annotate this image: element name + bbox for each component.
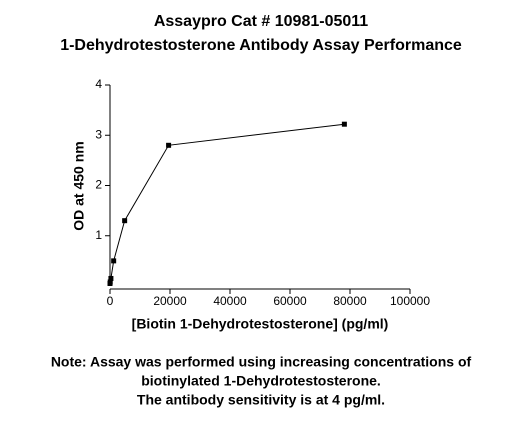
chart-title: Assaypro Cat # 10981-05011 bbox=[154, 13, 368, 30]
data-point bbox=[111, 258, 117, 264]
data-point bbox=[122, 218, 128, 224]
x-tick-label: 0 bbox=[107, 294, 114, 308]
x-axis-label: [Biotin 1-Dehydrotestosterone] (pg/ml) bbox=[132, 316, 389, 332]
data-point bbox=[107, 279, 113, 285]
y-tick-label: 4 bbox=[95, 77, 102, 91]
y-tick-label: 2 bbox=[95, 178, 102, 192]
y-axis-label: OD at 450 nm bbox=[71, 141, 87, 230]
y-tick-label: 1 bbox=[95, 228, 102, 242]
note: biotinylated 1-Dehydrotestosterone. bbox=[141, 373, 381, 389]
x-tick-label: 20000 bbox=[153, 294, 187, 308]
x-tick-label: 80000 bbox=[333, 294, 367, 308]
x-tick-label: 40000 bbox=[213, 294, 247, 308]
data-point bbox=[108, 275, 114, 281]
data-point bbox=[341, 121, 347, 127]
x-tick-label: 60000 bbox=[273, 294, 307, 308]
chart-title: 1-Dehydrotestosterone Antibody Assay Per… bbox=[60, 37, 462, 54]
note: Note: Assay was performed using increasi… bbox=[51, 354, 472, 370]
data-point bbox=[166, 142, 172, 148]
data-line bbox=[109, 123, 345, 284]
y-tick-label: 3 bbox=[95, 127, 102, 141]
note: The antibody sensitivity is at 4 pg/ml. bbox=[137, 392, 385, 408]
x-tick-label: 100000 bbox=[390, 294, 430, 308]
